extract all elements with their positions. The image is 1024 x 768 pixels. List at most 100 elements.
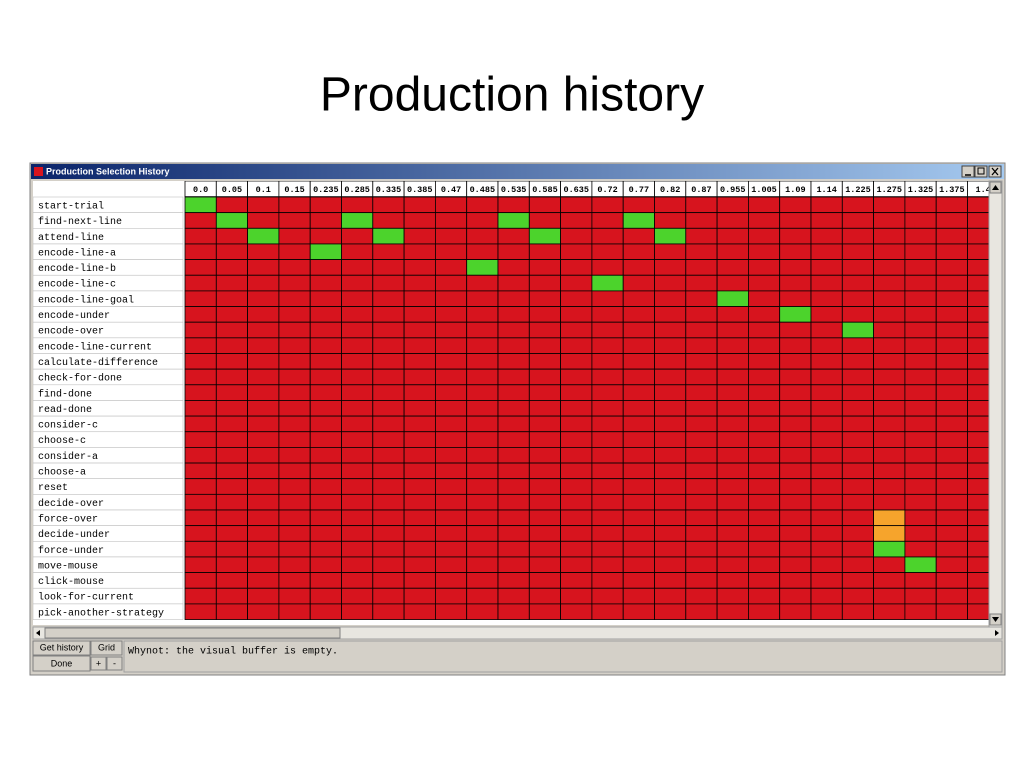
done-button[interactable] xyxy=(32,655,91,672)
cell xyxy=(748,603,781,620)
row-label: encode-line-current xyxy=(38,341,152,353)
cell xyxy=(873,243,906,260)
column-label: 0.635 xyxy=(563,185,589,195)
cell xyxy=(528,415,561,433)
cell xyxy=(810,572,843,589)
cell xyxy=(654,353,687,370)
cell xyxy=(528,400,561,417)
cell xyxy=(873,415,906,433)
cell xyxy=(810,384,843,401)
cell xyxy=(935,227,968,245)
cell xyxy=(278,556,311,574)
cell xyxy=(466,243,499,260)
cell xyxy=(184,212,217,229)
column-label: 0.235 xyxy=(313,185,339,195)
cell xyxy=(716,415,749,433)
cell xyxy=(247,462,280,480)
cell xyxy=(278,540,311,558)
cell xyxy=(372,196,405,214)
cell xyxy=(748,368,781,386)
cell xyxy=(434,290,468,307)
cell xyxy=(591,368,624,386)
grid-button[interactable] xyxy=(90,640,123,656)
cell xyxy=(873,400,906,417)
minimize-button[interactable] xyxy=(961,165,975,178)
cell xyxy=(184,243,217,260)
cell xyxy=(935,196,968,214)
cell xyxy=(341,493,374,511)
cell xyxy=(215,337,249,354)
row-label: attend-line xyxy=(38,232,104,244)
get-history-button[interactable] xyxy=(32,640,91,656)
cell xyxy=(309,259,342,276)
row-label: encode-line-goal xyxy=(38,294,134,306)
maximize-button[interactable] xyxy=(974,165,988,178)
minus-button[interactable] xyxy=(106,656,123,671)
grid: 0.0 0.05 0.1 0.15 0.235 0.285 0.335 0.385 0.47 0.… xyxy=(33,181,989,620)
cell xyxy=(748,572,781,589)
cell xyxy=(591,400,624,417)
cell xyxy=(560,306,593,323)
cell xyxy=(247,337,280,354)
cell xyxy=(841,587,874,605)
cell xyxy=(935,493,968,511)
plus-button[interactable] xyxy=(90,656,107,671)
cell xyxy=(591,227,624,245)
cell xyxy=(341,587,374,605)
cell xyxy=(403,321,436,339)
cell xyxy=(654,306,687,323)
cell xyxy=(622,306,655,323)
column-label: 0.82 xyxy=(660,185,680,195)
cell xyxy=(372,431,405,448)
cell xyxy=(278,321,311,339)
row-label: click-mouse xyxy=(38,576,104,588)
cell xyxy=(841,446,874,464)
cell xyxy=(341,556,374,574)
cell xyxy=(528,509,561,527)
cell xyxy=(497,368,530,386)
cell xyxy=(716,368,749,386)
cell xyxy=(278,462,311,480)
cell xyxy=(372,415,405,433)
vertical-scrollbar[interactable] xyxy=(988,180,1003,628)
cell xyxy=(434,337,468,354)
cell xyxy=(403,572,436,589)
cell xyxy=(685,525,718,542)
cell xyxy=(622,446,655,464)
button-label: + xyxy=(96,658,101,668)
cell xyxy=(466,493,499,511)
cell xyxy=(841,243,874,260)
button-label: - xyxy=(113,658,116,668)
cell xyxy=(309,540,342,558)
cell xyxy=(716,400,749,417)
cell xyxy=(466,446,499,464)
cell xyxy=(654,525,687,542)
cell xyxy=(434,587,468,605)
cell xyxy=(466,321,499,339)
cell xyxy=(935,509,968,527)
cell xyxy=(685,400,718,417)
window-controls[interactable] xyxy=(961,165,1002,178)
cell xyxy=(528,384,561,401)
cell xyxy=(372,227,405,245)
cell xyxy=(403,462,436,480)
cell xyxy=(748,415,781,433)
cell xyxy=(528,306,561,323)
column-label: 0.585 xyxy=(532,185,558,195)
cell xyxy=(372,384,405,401)
cell xyxy=(841,572,874,589)
cell xyxy=(466,462,499,480)
cell xyxy=(278,196,311,214)
row-label: read-done xyxy=(38,404,92,416)
cell xyxy=(560,478,593,495)
cell xyxy=(841,274,874,292)
cell xyxy=(278,353,311,370)
cell xyxy=(403,400,436,417)
cell xyxy=(779,525,812,542)
scroll-thumb[interactable] xyxy=(44,627,341,639)
cell xyxy=(560,587,593,605)
cell xyxy=(716,321,749,339)
cell xyxy=(372,212,405,229)
cell xyxy=(873,337,906,354)
column-label: 0.72 xyxy=(597,185,617,195)
